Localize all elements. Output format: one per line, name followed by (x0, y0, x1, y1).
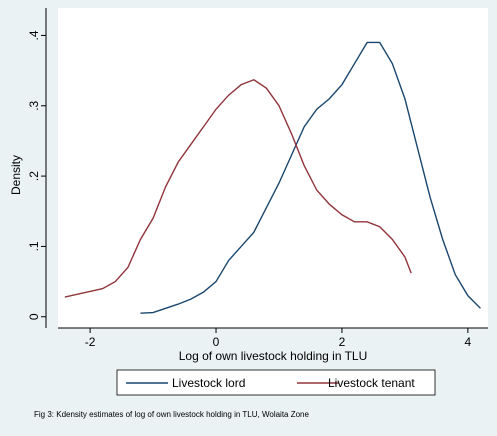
legend-box (116, 369, 436, 396)
y-tick-label: .4 (27, 30, 41, 40)
y-tick-label: .2 (27, 171, 41, 181)
legend-label: Livestock lord (172, 376, 245, 390)
legend-label: Livestock tenant (328, 376, 415, 390)
x-axis-label: Log of own livestock holding in TLU (179, 349, 368, 363)
x-tick-label: 0 (213, 335, 220, 349)
y-tick-label: .3 (27, 100, 41, 110)
y-axis-label: Density (9, 155, 23, 195)
y-tick-label: .1 (27, 241, 41, 251)
caption: Fig 3: Kdensity estimates of log of own … (34, 410, 310, 419)
line-series (64, 78, 412, 298)
plot-area (58, 8, 488, 328)
y-tick-label: 0 (27, 313, 41, 320)
x-tick-label: -2 (85, 335, 96, 349)
line-series (140, 41, 481, 314)
x-tick-label: 2 (339, 335, 346, 349)
x-tick-label: 4 (465, 335, 472, 349)
